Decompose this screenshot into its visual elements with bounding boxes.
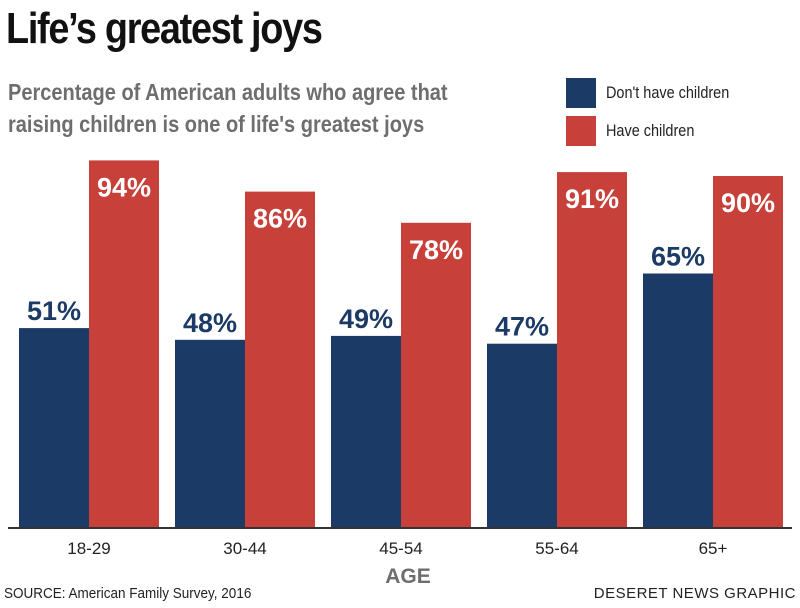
- data-label-no-children-45-54: 49%: [339, 304, 393, 334]
- bar-no-children-55-64: [487, 343, 557, 527]
- subtitle-line-2: raising children is one of life's greate…: [8, 111, 425, 137]
- data-label-have-children-18-29: 94%: [97, 172, 151, 202]
- legend: Don't have children Have children: [566, 78, 751, 154]
- data-label-have-children-55-64: 91%: [565, 184, 619, 214]
- bar-have-children-65+: [713, 176, 783, 527]
- data-label-no-children-65+: 65%: [651, 242, 705, 272]
- legend-swatch-have-children: [566, 116, 596, 146]
- bar-have-children-45-54: [401, 222, 471, 528]
- bar-no-children-45-54: [331, 335, 401, 527]
- data-label-have-children-45-54: 78%: [409, 235, 463, 265]
- x-tick-label-55-64: 55-64: [535, 539, 578, 558]
- data-label-no-children-18-29: 51%: [27, 296, 81, 326]
- data-label-have-children-30-44: 86%: [253, 204, 307, 234]
- data-label-no-children-30-44: 48%: [183, 308, 237, 338]
- subtitle-line-1: Percentage of American adults who agree …: [8, 79, 448, 105]
- legend-swatch-no-children: [566, 78, 596, 108]
- x-tick-label-65+: 65+: [699, 539, 728, 558]
- bar-no-children-18-29: [19, 328, 89, 527]
- source-note: SOURCE: American Family Survey, 2016: [4, 585, 252, 602]
- x-tick-label-45-54: 45-54: [379, 539, 422, 558]
- bar-have-children-30-44: [245, 191, 315, 527]
- bar-have-children-18-29: [89, 160, 159, 527]
- graphic-credit: DESERET NEWS GRAPHIC: [593, 585, 796, 602]
- legend-item-no-children: Don't have children: [566, 78, 751, 108]
- x-tick-label-30-44: 30-44: [223, 539, 266, 558]
- legend-label-no-children: Don't have children: [606, 83, 730, 102]
- bar-no-children-30-44: [175, 339, 245, 527]
- bar-no-children-65+: [643, 273, 713, 527]
- bar-have-children-55-64: [557, 172, 627, 527]
- chart-subtitle: Percentage of American adults who agree …: [8, 76, 530, 140]
- x-axis-title: AGE: [385, 565, 431, 588]
- legend-label-have-children: Have children: [606, 121, 695, 140]
- data-label-have-children-65+: 90%: [721, 188, 775, 218]
- chart-title: Life’s greatest joys: [6, 4, 323, 53]
- x-tick-label-18-29: 18-29: [67, 539, 110, 558]
- data-label-no-children-55-64: 47%: [495, 312, 549, 342]
- legend-item-have-children: Have children: [566, 116, 751, 146]
